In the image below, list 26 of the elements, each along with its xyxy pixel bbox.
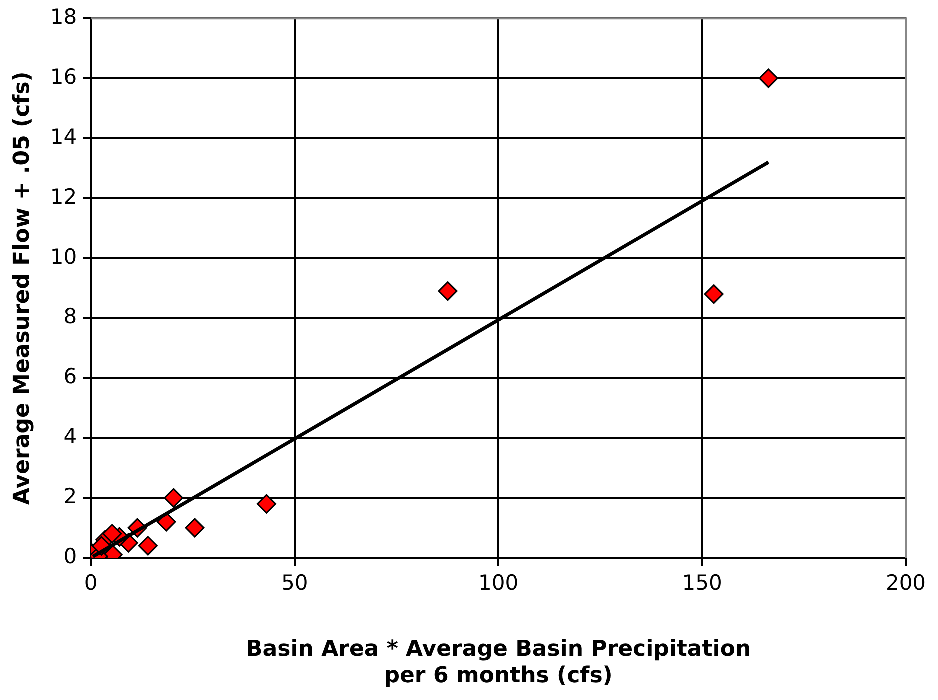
y-tick-label: 2 [64, 484, 78, 509]
x-tick-label: 100 [478, 571, 519, 596]
point [438, 282, 458, 302]
point [138, 536, 158, 556]
point [758, 68, 778, 88]
y-tick-label: 18 [50, 5, 78, 30]
point [704, 284, 724, 304]
y-tick-label: 8 [64, 304, 78, 329]
point [156, 512, 176, 532]
x-tick-label: 50 [281, 571, 308, 596]
y-tick-label: 14 [50, 124, 78, 149]
point [256, 494, 276, 514]
point [185, 518, 205, 538]
y-tick-label: 6 [64, 364, 78, 389]
x-tick-label: 150 [682, 571, 722, 596]
y-tick-label: 10 [50, 244, 78, 269]
point [164, 488, 184, 508]
point [102, 524, 122, 544]
x-tick-label: 0 [84, 571, 98, 596]
y-tick-label: 4 [64, 424, 78, 449]
y-tick-label: 0 [64, 544, 78, 568]
y-tick-label: 16 [50, 64, 78, 89]
y-axis-title: Average Measured Flow + .05 (cfs) [10, 72, 35, 505]
y-tick-label: 12 [50, 184, 78, 209]
x-tick-label: 200 [886, 571, 926, 596]
x-axis-title: Basin Area * Average Basin Precipitation per 6 months (cfs) [246, 637, 752, 689]
